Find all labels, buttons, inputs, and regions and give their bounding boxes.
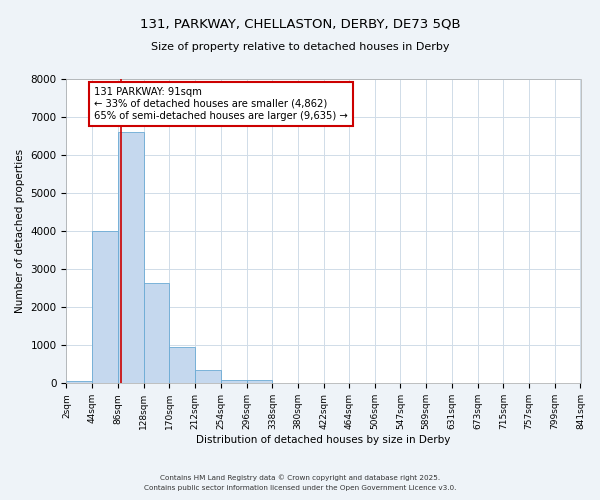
Bar [118,132,143,384]
Bar [169,347,195,384]
Bar [195,370,221,384]
X-axis label: Distribution of detached houses by size in Derby: Distribution of detached houses by size … [196,435,451,445]
Bar [92,231,118,384]
Bar [221,380,247,384]
Bar [247,380,272,384]
Text: Contains HM Land Registry data © Crown copyright and database right 2025.: Contains HM Land Registry data © Crown c… [160,474,440,481]
Y-axis label: Number of detached properties: Number of detached properties [15,149,25,313]
Text: Size of property relative to detached houses in Derby: Size of property relative to detached ho… [151,42,449,52]
Text: 131, PARKWAY, CHELLASTON, DERBY, DE73 5QB: 131, PARKWAY, CHELLASTON, DERBY, DE73 5Q… [140,18,460,30]
Text: Contains public sector information licensed under the Open Government Licence v3: Contains public sector information licen… [144,485,456,491]
Text: 131 PARKWAY: 91sqm
← 33% of detached houses are smaller (4,862)
65% of semi-deta: 131 PARKWAY: 91sqm ← 33% of detached hou… [94,88,348,120]
Bar [67,382,92,384]
Bar [143,282,169,384]
